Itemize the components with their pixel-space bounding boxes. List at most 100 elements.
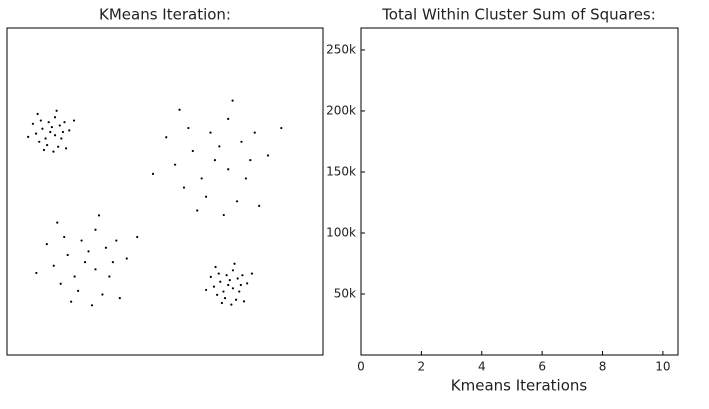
point <box>63 121 66 124</box>
point <box>41 127 44 130</box>
point <box>46 143 49 147</box>
point <box>47 121 50 124</box>
point <box>178 108 181 111</box>
point <box>94 268 97 271</box>
point <box>231 99 234 102</box>
point <box>94 228 97 231</box>
point <box>222 213 225 217</box>
point <box>55 109 58 112</box>
x-tick-label: 0 <box>357 360 365 374</box>
point <box>58 124 61 127</box>
point <box>44 137 47 140</box>
point <box>266 154 270 157</box>
point <box>118 297 121 300</box>
point <box>213 159 217 162</box>
point <box>235 298 238 301</box>
point <box>68 129 71 132</box>
point <box>60 137 63 140</box>
point <box>111 261 114 264</box>
point <box>66 253 69 257</box>
right-title: Total Within Cluster Sum of Squares: <box>381 6 656 24</box>
point <box>217 272 220 275</box>
point <box>200 177 203 180</box>
point <box>174 163 177 166</box>
y-tick-label: 100k <box>326 225 356 239</box>
point <box>42 148 46 152</box>
point <box>59 282 62 285</box>
point <box>227 168 230 171</box>
point <box>34 132 38 135</box>
point <box>72 119 76 122</box>
point <box>35 271 38 275</box>
point <box>36 112 39 116</box>
point <box>57 145 60 148</box>
point <box>227 283 230 287</box>
point <box>90 304 94 307</box>
point <box>228 279 231 282</box>
left-title: KMeans Iteration: <box>99 6 231 24</box>
x-tick-label: 2 <box>418 360 426 374</box>
y-tick-label: 250k <box>326 42 356 56</box>
point <box>204 195 208 198</box>
point <box>233 262 236 265</box>
point <box>187 126 190 130</box>
point <box>212 285 216 288</box>
point <box>253 131 256 134</box>
point <box>77 289 80 293</box>
point <box>238 290 241 293</box>
point <box>209 131 212 134</box>
point <box>45 243 48 246</box>
point <box>56 221 59 224</box>
point <box>196 209 199 212</box>
point <box>165 136 168 139</box>
point <box>242 300 246 303</box>
x-tick-label: 6 <box>538 360 546 374</box>
point <box>240 140 243 143</box>
point <box>225 274 228 277</box>
point <box>39 119 42 122</box>
point <box>97 214 101 217</box>
point <box>104 246 108 249</box>
point <box>280 126 283 130</box>
point <box>61 130 65 134</box>
point <box>63 235 66 239</box>
point <box>125 257 128 260</box>
point <box>227 117 230 121</box>
point <box>241 274 244 277</box>
x-tick-label: 4 <box>478 360 486 374</box>
point <box>219 280 222 283</box>
point <box>38 140 41 143</box>
point <box>52 264 55 267</box>
point <box>108 275 111 278</box>
point <box>244 177 247 180</box>
point <box>73 275 76 278</box>
x-tick-label: 10 <box>655 360 670 374</box>
point <box>87 250 90 253</box>
point <box>53 134 57 137</box>
point <box>249 159 252 162</box>
point <box>231 269 235 272</box>
point <box>64 147 68 150</box>
point <box>115 239 118 242</box>
left-axes-frame <box>6 27 324 356</box>
point <box>70 300 73 303</box>
point <box>230 303 233 306</box>
point <box>222 290 225 293</box>
y-tick-label: 50k <box>334 286 356 300</box>
point <box>223 297 227 300</box>
point <box>80 239 83 242</box>
point <box>231 287 235 290</box>
point <box>50 125 53 129</box>
point <box>235 200 239 203</box>
point <box>31 122 35 125</box>
y-tick-label: 200k <box>326 103 356 117</box>
right-axes-frame <box>360 27 679 356</box>
point <box>53 116 57 119</box>
point <box>151 172 155 175</box>
point <box>220 301 223 305</box>
point <box>101 293 104 296</box>
point <box>83 261 87 264</box>
point <box>52 150 55 153</box>
